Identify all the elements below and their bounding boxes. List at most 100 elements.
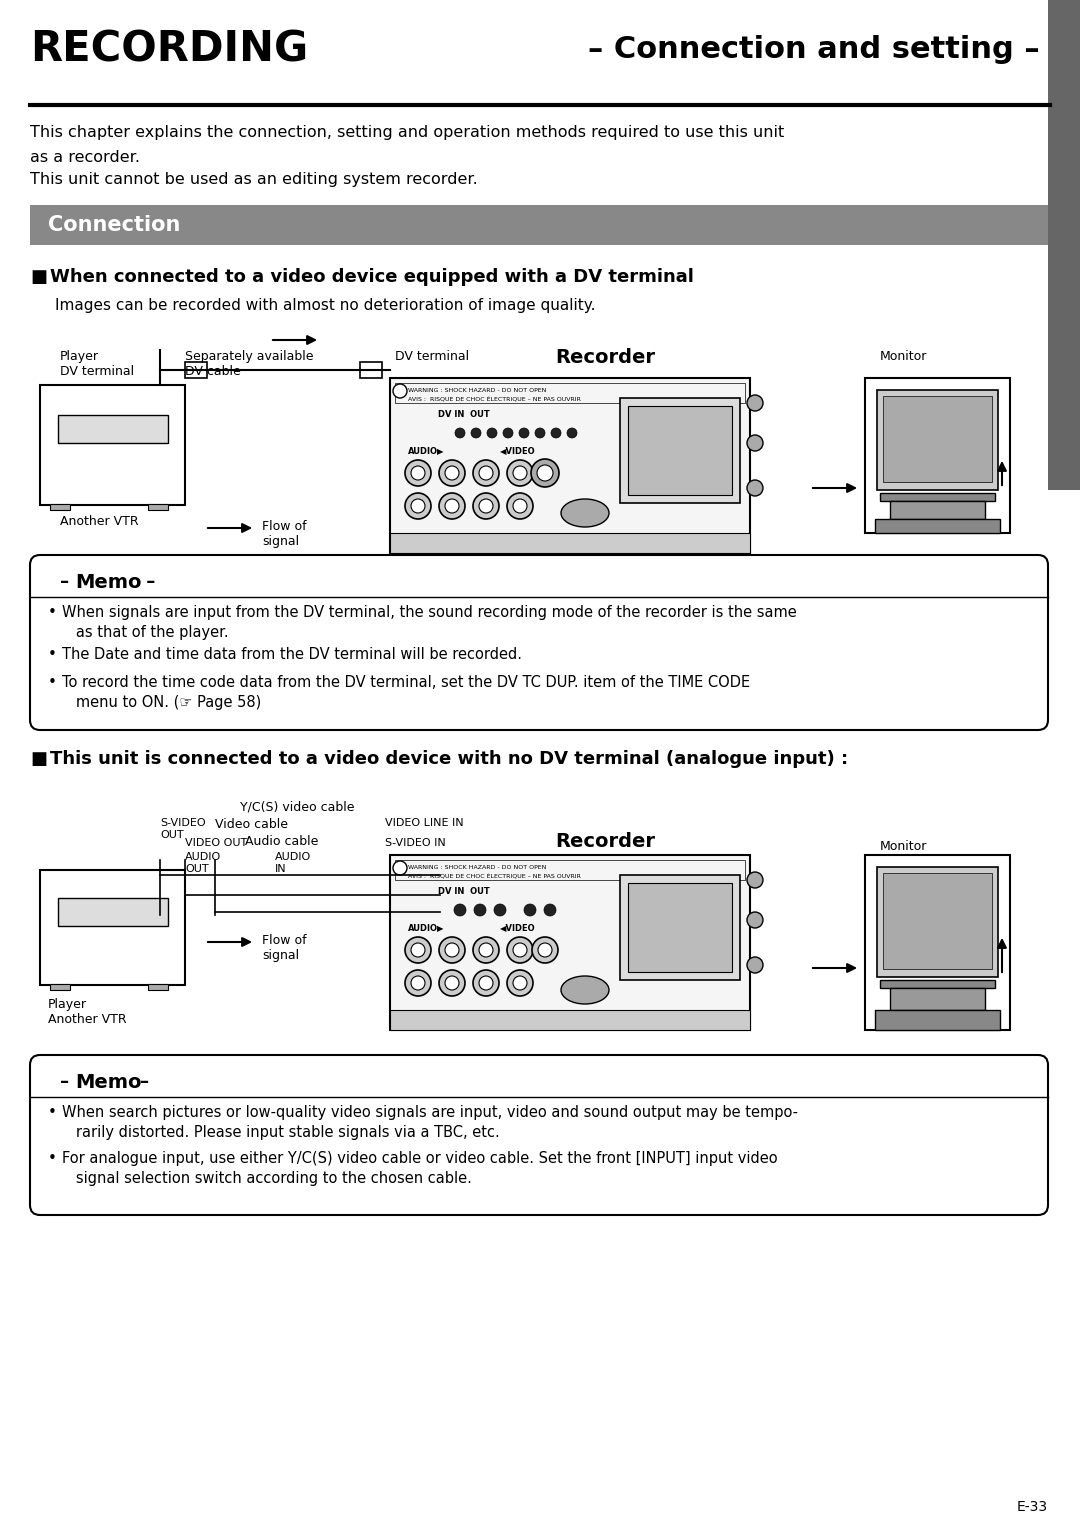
Text: Another VTR: Another VTR <box>60 515 138 528</box>
Text: AUDIO
OUT: AUDIO OUT <box>185 852 221 873</box>
Circle shape <box>519 428 529 437</box>
Circle shape <box>445 976 459 989</box>
Text: Memo: Memo <box>75 1073 141 1092</box>
Circle shape <box>405 460 431 486</box>
Circle shape <box>473 969 499 995</box>
Text: AUDIO▶: AUDIO▶ <box>408 446 445 456</box>
Text: Separately available
DV cable: Separately available DV cable <box>185 350 313 378</box>
Bar <box>395 382 745 404</box>
Text: DV IN  OUT: DV IN OUT <box>438 410 489 419</box>
Circle shape <box>480 466 492 480</box>
Text: Y/C(S) video cable: Y/C(S) video cable <box>240 800 354 813</box>
Text: as a recorder.: as a recorder. <box>30 150 140 165</box>
Bar <box>58 414 168 443</box>
Circle shape <box>747 434 762 451</box>
Circle shape <box>513 466 527 480</box>
Circle shape <box>747 394 762 411</box>
Circle shape <box>747 957 762 972</box>
Bar <box>40 385 185 505</box>
Circle shape <box>454 904 465 916</box>
Text: Player
Another VTR: Player Another VTR <box>48 998 126 1026</box>
Text: Flow of
signal: Flow of signal <box>262 934 307 962</box>
Text: –: – <box>60 1073 76 1092</box>
Bar <box>148 985 168 989</box>
Text: Monitor: Monitor <box>880 839 928 853</box>
Circle shape <box>405 937 431 963</box>
Circle shape <box>747 872 762 888</box>
Circle shape <box>471 428 481 437</box>
Bar <box>877 867 998 977</box>
Text: To record the time code data from the DV terminal, set the DV TC DUP. item of th: To record the time code data from the DV… <box>62 674 751 709</box>
FancyBboxPatch shape <box>30 555 1048 729</box>
Text: WARNING : SHOCK HAZARD - DO NOT OPEN: WARNING : SHOCK HAZARD - DO NOT OPEN <box>408 388 546 393</box>
Circle shape <box>507 492 534 518</box>
FancyBboxPatch shape <box>30 1055 1048 1216</box>
Bar <box>883 873 993 969</box>
Bar <box>865 855 1010 1031</box>
Circle shape <box>513 976 527 989</box>
Bar <box>390 1011 750 1031</box>
Bar <box>620 398 740 503</box>
Text: ■: ■ <box>30 268 48 286</box>
Bar <box>148 505 168 511</box>
Circle shape <box>438 969 465 995</box>
Bar <box>890 988 985 1011</box>
Text: –: – <box>60 573 76 592</box>
Bar <box>875 518 1000 534</box>
Circle shape <box>473 492 499 518</box>
Ellipse shape <box>561 498 609 528</box>
Text: Images can be recorded with almost no deterioration of image quality.: Images can be recorded with almost no de… <box>55 298 595 313</box>
Circle shape <box>473 460 499 486</box>
Circle shape <box>411 466 426 480</box>
Circle shape <box>438 937 465 963</box>
Circle shape <box>411 943 426 957</box>
Text: •: • <box>48 605 57 619</box>
Circle shape <box>405 969 431 995</box>
Circle shape <box>480 498 492 514</box>
Circle shape <box>531 459 559 488</box>
Circle shape <box>480 943 492 957</box>
Text: ◀VIDEO: ◀VIDEO <box>500 924 536 933</box>
Text: Monitor: Monitor <box>880 350 928 362</box>
Bar <box>360 362 382 378</box>
Bar <box>390 855 750 1031</box>
Circle shape <box>494 904 507 916</box>
Bar <box>880 492 995 502</box>
Circle shape <box>747 480 762 495</box>
Circle shape <box>438 460 465 486</box>
Text: S-VIDEO IN: S-VIDEO IN <box>384 838 446 849</box>
Circle shape <box>537 465 553 482</box>
Circle shape <box>480 976 492 989</box>
Circle shape <box>503 428 513 437</box>
Text: •: • <box>48 647 57 662</box>
Bar <box>875 1011 1000 1031</box>
Circle shape <box>507 969 534 995</box>
Bar <box>185 362 207 378</box>
Text: AVIS :  RISQUE DE CHOC ÉLECTRIQUE – NE PAS OUVRIR: AVIS : RISQUE DE CHOC ÉLECTRIQUE – NE PA… <box>408 396 581 402</box>
Text: DV terminal: DV terminal <box>395 350 469 362</box>
Bar <box>390 534 750 553</box>
Circle shape <box>445 498 459 514</box>
Text: RECORDING: RECORDING <box>30 29 308 70</box>
Text: •: • <box>48 674 57 690</box>
Text: –: – <box>140 573 156 592</box>
Ellipse shape <box>561 976 609 1005</box>
Circle shape <box>513 943 527 957</box>
Circle shape <box>567 428 577 437</box>
Bar <box>50 505 70 511</box>
Text: ■: ■ <box>30 751 48 768</box>
Text: VIDEO LINE IN: VIDEO LINE IN <box>384 818 463 829</box>
Text: This unit is connected to a video device with no DV terminal (analogue input) :: This unit is connected to a video device… <box>50 751 848 768</box>
Text: Connection: Connection <box>48 216 180 235</box>
Circle shape <box>507 937 534 963</box>
Text: S-VIDEO
OUT: S-VIDEO OUT <box>160 818 205 839</box>
Text: WARNING : SHOCK HAZARD - DO NOT OPEN: WARNING : SHOCK HAZARD - DO NOT OPEN <box>408 865 546 870</box>
Bar <box>880 980 995 988</box>
Circle shape <box>535 428 545 437</box>
Text: Flow of
signal: Flow of signal <box>262 520 307 547</box>
Circle shape <box>411 498 426 514</box>
Text: AVIS :  RISQUE DE CHOC ÉLECTRIQUE – NE PAS OUVRIR: AVIS : RISQUE DE CHOC ÉLECTRIQUE – NE PA… <box>408 873 581 879</box>
Text: •: • <box>48 1151 57 1167</box>
Text: AUDIO
IN: AUDIO IN <box>275 852 311 873</box>
Bar <box>627 407 732 495</box>
